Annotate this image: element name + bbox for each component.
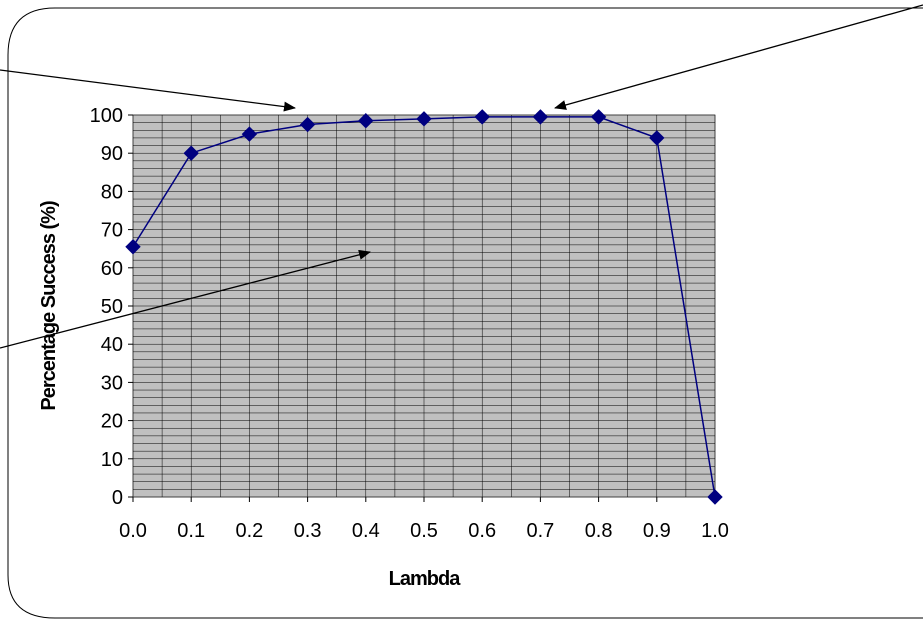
data-point-marker [358, 113, 374, 129]
x-tick-label: 0.4 [352, 520, 380, 542]
y-tick-label: 60 [101, 258, 123, 280]
x-tick-label: 0.5 [410, 520, 438, 542]
chart-frame [7, 7, 923, 619]
data-point-marker [241, 126, 258, 142]
y-tick-label: 30 [101, 372, 123, 394]
x-tick-label: 0.8 [585, 520, 613, 542]
gridlines [132, 114, 716, 498]
x-tick-label: 0.0 [119, 520, 147, 542]
data-point-marker [125, 239, 141, 255]
y-tick-label: 70 [101, 220, 123, 242]
data-point-marker [532, 109, 549, 125]
y-tick-label: 10 [101, 449, 123, 471]
x-tick-label: 0.7 [526, 520, 554, 542]
y-axis-tick-labels: 0 10 20 30 40 50 60 70 80 90 100 [90, 105, 133, 509]
x-tick-label: 1.0 [701, 520, 729, 542]
x-axis-title: Lambda [389, 568, 462, 590]
data-point-marker [649, 130, 665, 146]
y-tick-label: 50 [101, 296, 123, 318]
callout-arrow-left-top [0, 69, 296, 112]
x-tick-label: 0.6 [468, 520, 496, 542]
data-point-marker [183, 145, 199, 161]
data-point-marker [590, 109, 607, 125]
x-tick-label: 0.3 [294, 520, 322, 542]
y-tick-label: 20 [101, 411, 123, 433]
series-markers [125, 109, 723, 505]
callout-arrow-left-bottom [0, 249, 371, 349]
x-tick-label: 0.9 [643, 520, 671, 542]
x-tick-label: 0.1 [177, 520, 205, 542]
data-point-marker [416, 111, 432, 127]
data-point-marker [299, 116, 316, 133]
x-tick-label: 0.2 [235, 520, 263, 542]
x-axis-tick-labels: 0.0 0.1 0.2 0.3 0.4 0.5 0.6 0.7 0.8 0.9 1.0 [119, 497, 729, 542]
y-tick-label: 40 [101, 334, 123, 356]
y-axis-title: Percentage Success (%) [38, 201, 60, 411]
callout-arrow-right-top [554, 4, 923, 110]
y-tick-label: 90 [101, 143, 123, 165]
y-tick-label: 100 [90, 105, 123, 127]
data-point-marker [707, 489, 723, 505]
y-tick-label: 80 [101, 181, 123, 203]
y-tick-label: 0 [112, 487, 123, 509]
data-point-marker [474, 109, 490, 125]
